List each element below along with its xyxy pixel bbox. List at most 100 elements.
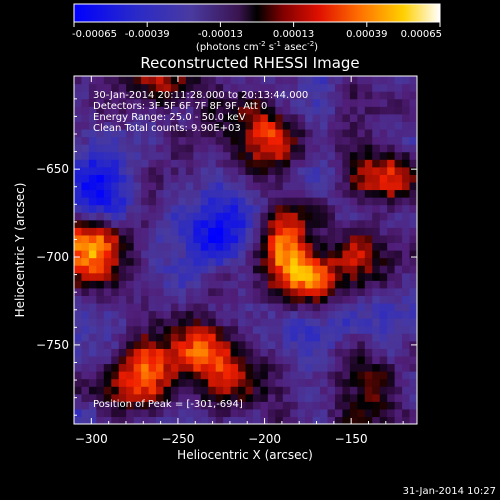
- heatmap-cell: [349, 98, 358, 107]
- heatmap-cell: [163, 144, 172, 153]
- heatmap-cell: [394, 355, 403, 365]
- heatmap-cell: [402, 416, 411, 424]
- heatmap-cell: [327, 234, 336, 244]
- heatmap-cell: [170, 181, 179, 191]
- heatmap-cell: [200, 295, 209, 304]
- heatmap-cell: [141, 189, 150, 198]
- heatmap-cell: [178, 151, 187, 160]
- heatmap-cell: [267, 234, 276, 244]
- heatmap-cell: [342, 386, 351, 395]
- heatmap-cell: [74, 287, 83, 296]
- heatmap-cell: [208, 83, 217, 92]
- heatmap-cell: [305, 98, 314, 107]
- heatmap-cell: [357, 98, 366, 107]
- detectors-label: Detectors: 3F 5F 6F 7F 8F 9F, Att 0: [93, 101, 267, 112]
- heatmap-cell: [260, 280, 269, 289]
- heatmap-cell: [394, 227, 403, 236]
- heatmap-cell: [96, 151, 105, 160]
- colorbar-tick-label: -0.00065: [72, 29, 117, 40]
- heatmap-cell: [215, 136, 224, 145]
- heatmap-cell: [81, 76, 90, 85]
- heatmap-cell: [394, 386, 403, 395]
- heatmap-cell: [372, 371, 381, 380]
- heatmap-cell: [111, 408, 120, 418]
- heatmap-cell: [402, 310, 411, 319]
- heatmap-cell: [88, 159, 97, 168]
- heatmap-cell: [133, 197, 142, 206]
- heatmap-cell: [252, 272, 262, 281]
- heatmap-cell: [223, 378, 232, 387]
- heatmap-cell: [185, 83, 194, 92]
- heatmap-cell: [342, 128, 351, 138]
- heatmap-cell: [238, 227, 247, 236]
- heatmap-cell: [88, 265, 97, 274]
- heatmap-cell: [103, 250, 112, 259]
- heatmap-cell: [297, 416, 306, 424]
- heatmap-cell: [74, 98, 83, 107]
- heatmap-cell: [379, 295, 388, 304]
- heatmap-cell: [312, 280, 321, 289]
- heatmap-cell: [387, 166, 396, 175]
- heatmap-cell: [387, 333, 396, 342]
- heatmap-cell: [193, 302, 202, 312]
- heatmap-cell: [260, 363, 269, 372]
- heatmap-cell: [170, 151, 179, 160]
- heatmap-cell: [193, 265, 202, 274]
- heatmap-cell: [327, 227, 336, 236]
- heatmap-cell: [334, 310, 344, 319]
- heatmap-cell: [305, 189, 314, 198]
- heatmap-cell: [349, 257, 358, 266]
- heatmap-cell: [81, 257, 90, 266]
- heatmap-cell: [200, 378, 209, 387]
- heatmap-cell: [409, 128, 417, 138]
- heatmap-cell: [200, 91, 209, 100]
- heatmap-cell: [126, 234, 135, 244]
- heatmap-cell: [133, 166, 142, 175]
- heatmap-cell: [267, 166, 276, 175]
- heatmap-cell: [126, 159, 135, 168]
- heatmap-cell: [342, 280, 351, 289]
- heatmap-cell: [282, 234, 291, 244]
- heatmap-cell: [245, 280, 254, 289]
- heatmap-cell: [252, 106, 262, 115]
- heatmap-cell: [81, 219, 90, 228]
- heatmap-cell: [275, 333, 284, 342]
- heatmap-cell: [178, 287, 187, 296]
- heatmap-cell: [185, 355, 194, 365]
- heatmap-cell: [372, 197, 381, 206]
- heatmap-cell: [394, 250, 403, 259]
- heatmap-cell: [126, 136, 135, 145]
- heatmap-cell: [387, 363, 396, 372]
- heatmap-cell: [81, 325, 90, 334]
- heatmap-cell: [260, 151, 269, 160]
- heatmap-cell: [297, 401, 306, 410]
- heatmap-cell: [379, 250, 388, 259]
- heatmap-cell: [170, 333, 179, 342]
- heatmap-cell: [320, 378, 329, 387]
- heatmap-cell: [223, 166, 232, 175]
- heatmap-cell: [200, 265, 209, 274]
- heatmap-cell: [111, 189, 120, 198]
- heatmap-cell: [238, 340, 247, 349]
- heatmap-cell: [88, 197, 97, 206]
- heatmap-cell: [342, 204, 351, 213]
- heatmap-cell: [163, 91, 172, 100]
- heatmap-cell: [96, 166, 105, 175]
- heatmap-cell: [357, 371, 366, 380]
- heatmap-cell: [275, 113, 284, 122]
- heatmap-cell: [185, 128, 194, 138]
- heatmap-cell: [163, 295, 172, 304]
- heatmap-cell: [364, 144, 373, 153]
- heatmap-cell: [320, 128, 329, 138]
- heatmap-cell: [394, 242, 403, 251]
- heatmap-cell: [267, 272, 276, 281]
- heatmap-cell: [133, 159, 142, 168]
- heatmap-cell: [111, 151, 120, 160]
- heatmap-cell: [141, 219, 150, 228]
- heatmap-cell: [320, 302, 329, 312]
- heatmap-cell: [327, 128, 336, 138]
- heatmap-cell: [394, 219, 403, 228]
- heatmap-cell: [103, 151, 112, 160]
- heatmap-cell: [357, 295, 366, 304]
- heatmap-cell: [327, 83, 336, 92]
